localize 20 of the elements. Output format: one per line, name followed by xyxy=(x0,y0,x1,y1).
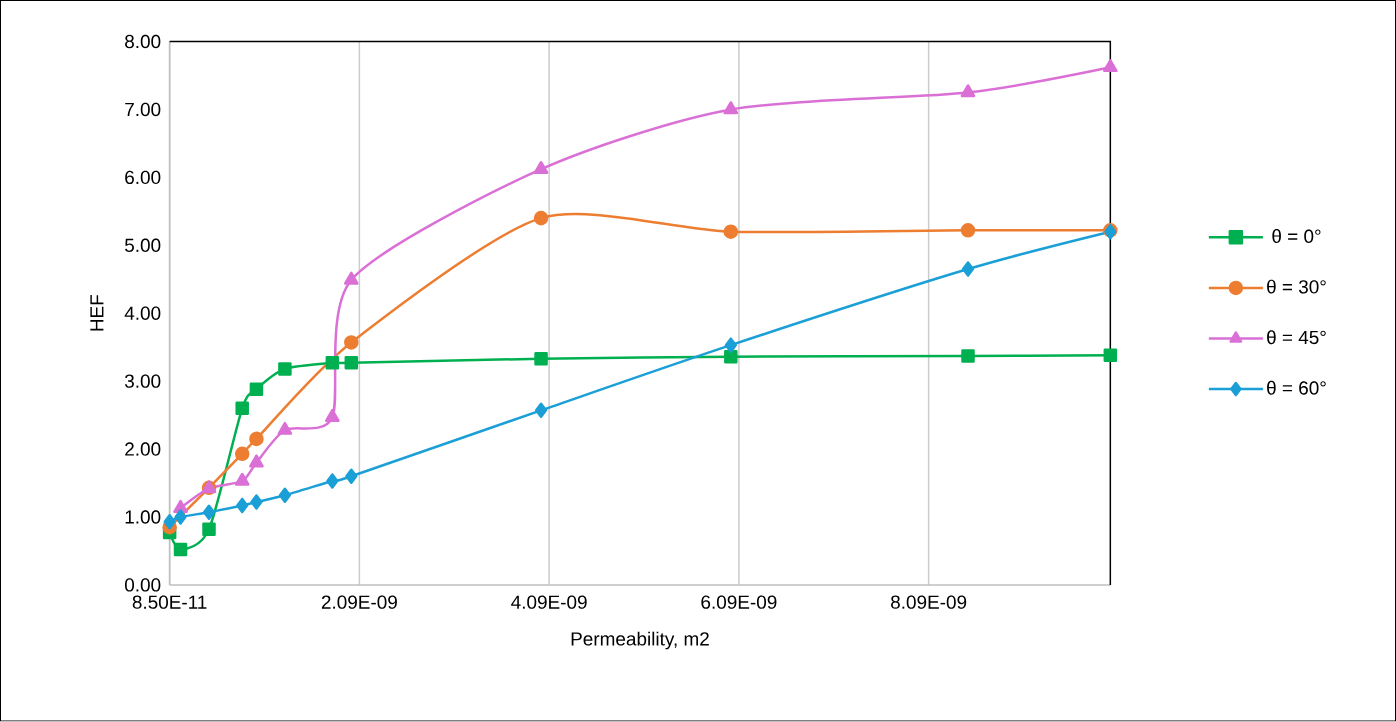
y-tick-label: 4.00 xyxy=(124,306,161,321)
y-tick-label: 0.00 xyxy=(124,578,161,592)
x-tick-label: 6.09E-09 xyxy=(701,595,777,610)
x-tick-label: 2.09E-09 xyxy=(321,595,397,610)
x-axis-title: Permeability, m2 xyxy=(571,631,709,650)
legend-label: θ = 30° xyxy=(1267,279,1326,294)
y-tick-label: 7.00 xyxy=(125,102,161,117)
y-tick-label: 2.00 xyxy=(125,442,161,457)
legend-label: θ = 60° xyxy=(1267,381,1326,395)
y-tick-label: 6.00 xyxy=(125,170,161,185)
y-tick-label: 1.00 xyxy=(125,510,161,524)
y-tick-label: 8.00 xyxy=(125,35,161,49)
x-tick-label: 4.09E-09 xyxy=(511,595,587,610)
legend-label: θ = 45° xyxy=(1267,330,1326,345)
y-tick-label: 3.00 xyxy=(124,374,161,389)
x-tick-label: 8.09E-09 xyxy=(891,595,967,610)
legend-label: θ = 0° xyxy=(1272,229,1321,244)
x-tick-label: 8.50E-11 xyxy=(132,595,207,610)
y-axis-title: HEF xyxy=(90,295,104,331)
y-tick-label: 5.00 xyxy=(124,238,161,253)
